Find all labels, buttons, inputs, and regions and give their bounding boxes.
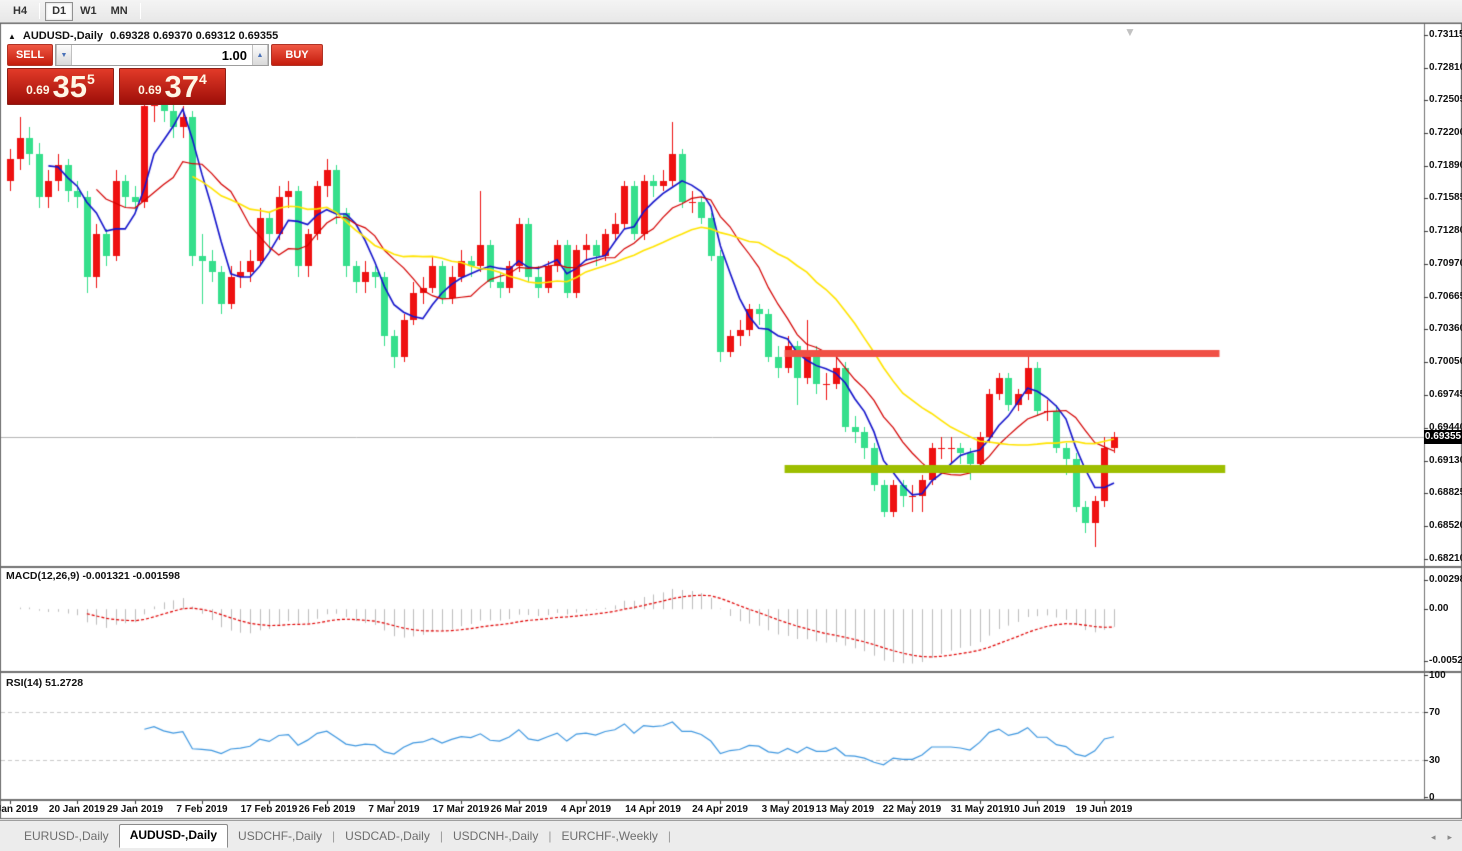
volume-decrease-button[interactable]: ▼ xyxy=(56,45,72,65)
price-tick-label: 0.72505 xyxy=(1429,94,1462,105)
volume-input[interactable] xyxy=(72,45,252,65)
rsi-tick-label: 100 xyxy=(1429,670,1446,681)
sell-price-pip: 5 xyxy=(87,71,95,87)
toolbar-separator xyxy=(139,3,141,19)
date-label: 10 Jun 2019 xyxy=(1008,804,1066,815)
rsi-indicator-label: RSI(14) 51.2728 xyxy=(6,677,84,689)
rsi-tick-label: 0 xyxy=(1429,792,1435,803)
volume-control: ▼ ▲ xyxy=(55,44,269,66)
one-click-trading-panel: SELL ▼ ▲ BUY 0.69 35 5 0.69 37 4 xyxy=(7,44,323,105)
collapse-arrow-icon[interactable]: ▲ xyxy=(8,31,16,41)
price-tick-label: 0.70050 xyxy=(1429,356,1462,367)
chevron-up-icon: ▲ xyxy=(256,51,264,59)
buy-price-pip: 4 xyxy=(199,71,207,87)
date-label: 14 Apr 2019 xyxy=(625,804,681,815)
buy-price-main: 37 xyxy=(164,69,200,104)
price-tick-label: 0.72810 xyxy=(1429,62,1462,73)
timeframe-button-h4[interactable]: H4 xyxy=(6,2,34,21)
price-tick-label: 0.68520 xyxy=(1429,520,1462,531)
toolbar-separator xyxy=(39,3,41,19)
macd-tick-label: -0.005256 xyxy=(1429,655,1462,666)
sell-price-display[interactable]: 0.69 35 5 xyxy=(7,68,114,105)
price-tick-label: 0.71585 xyxy=(1429,192,1462,203)
buy-price-prefix: 0.69 xyxy=(138,83,162,97)
date-label: 10 Jan 2019 xyxy=(0,804,39,815)
price-tick-label: 0.70360 xyxy=(1429,323,1462,334)
date-label: 13 May 2019 xyxy=(815,804,875,815)
timeframe-toolbar: H4 D1 W1 MN xyxy=(0,0,1462,23)
scroll-to-end-icon[interactable]: ▼ xyxy=(1124,25,1136,39)
rsi-tick-label: 70 xyxy=(1429,707,1441,718)
date-label: 7 Mar 2019 xyxy=(368,804,420,815)
price-tick-label: 0.70970 xyxy=(1429,258,1462,269)
tabs-scroll-controls: ◂ ▸ xyxy=(1431,832,1452,843)
chart-area: ▲ AUDUSD-,Daily 0.69328 0.69370 0.69312 … xyxy=(0,23,1462,820)
price-chart-canvas[interactable] xyxy=(0,23,1462,820)
sell-price-main: 35 xyxy=(52,69,88,104)
date-label: 22 May 2019 xyxy=(882,804,942,815)
tab-usdchf-daily[interactable]: USDCHF-,Daily xyxy=(238,829,323,843)
date-label: 31 May 2019 xyxy=(950,804,1010,815)
price-tick-label: 0.68825 xyxy=(1429,487,1462,498)
timeframe-button-mn[interactable]: MN xyxy=(104,2,135,21)
volume-increase-button[interactable]: ▲ xyxy=(252,45,268,65)
price-tick-label: 0.68210 xyxy=(1429,553,1462,564)
tab-usdcad-daily[interactable]: USDCAD-,Daily xyxy=(345,829,430,843)
current-price-tag: 0.69355 xyxy=(1424,430,1462,444)
date-label: 7 Feb 2019 xyxy=(176,804,228,815)
sell-button[interactable]: SELL xyxy=(7,44,53,66)
tab-separator: | xyxy=(332,829,336,843)
date-label: 19 Jun 2019 xyxy=(1075,804,1133,815)
date-label: 3 May 2019 xyxy=(761,804,815,815)
tab-separator: | xyxy=(548,829,552,843)
rsi-tick-label: 30 xyxy=(1429,755,1441,766)
date-label: 26 Feb 2019 xyxy=(298,804,356,815)
price-tick-label: 0.69745 xyxy=(1429,389,1462,400)
price-tick-label: 0.73115 xyxy=(1429,29,1462,40)
one-click-price-row: 0.69 35 5 0.69 37 4 xyxy=(7,68,226,105)
price-tick-label: 0.71890 xyxy=(1429,160,1462,171)
chevron-down-icon: ▼ xyxy=(60,51,68,59)
timeframe-button-d1[interactable]: D1 xyxy=(45,1,74,21)
tab-audusd-daily[interactable]: AUDUSD-,Daily xyxy=(118,824,229,848)
date-label: 4 Apr 2019 xyxy=(560,804,612,815)
date-label: 20 Jan 2019 xyxy=(48,804,106,815)
timeframe-button-w1[interactable]: W1 xyxy=(73,2,104,21)
tab-separator: | xyxy=(439,829,443,843)
price-tick-label: 0.70665 xyxy=(1429,291,1462,302)
one-click-order-row: SELL ▼ ▲ BUY xyxy=(7,44,323,66)
chart-title: ▲ AUDUSD-,Daily 0.69328 0.69370 0.69312 … xyxy=(8,30,278,42)
date-label: 24 Apr 2019 xyxy=(692,804,748,815)
date-label: 17 Feb 2019 xyxy=(240,804,298,815)
chart-ohlc-values: 0.69328 0.69370 0.69312 0.69355 xyxy=(110,30,279,42)
buy-price-display[interactable]: 0.69 37 4 xyxy=(119,68,226,105)
date-label: 17 Mar 2019 xyxy=(432,804,490,815)
tabs-scroll-left-icon[interactable]: ◂ xyxy=(1430,832,1436,842)
sell-price-prefix: 0.69 xyxy=(26,83,50,97)
price-tick-label: 0.72200 xyxy=(1429,127,1462,138)
date-label: 26 Mar 2019 xyxy=(490,804,548,815)
price-tick-label: 0.71280 xyxy=(1429,225,1462,236)
tab-eurchf-weekly[interactable]: EURCHF-,Weekly xyxy=(561,829,658,843)
chart-symbol-label: AUDUSD-,Daily xyxy=(22,30,103,42)
macd-tick-label: 0.00 xyxy=(1429,603,1449,614)
chart-tabs-bar: EURUSD-,Daily AUDUSD-,Daily USDCHF-,Daily |… xyxy=(0,820,1462,851)
tabs-scroll-right-icon[interactable]: ▸ xyxy=(1447,832,1452,842)
buy-button[interactable]: BUY xyxy=(271,44,323,66)
date-label: 29 Jan 2019 xyxy=(106,804,164,815)
tab-separator: | xyxy=(667,829,672,843)
macd-indicator-label: MACD(12,26,9) -0.001321 -0.001598 xyxy=(6,570,180,582)
price-tick-label: 0.69130 xyxy=(1429,455,1462,466)
tab-eurusd-daily[interactable]: EURUSD-,Daily xyxy=(24,829,109,843)
tab-usdcnh-daily[interactable]: USDCNH-,Daily xyxy=(452,829,539,843)
macd-tick-label: 0.002984 xyxy=(1429,574,1462,585)
price-tick-label: 0.69440 xyxy=(1429,422,1462,433)
